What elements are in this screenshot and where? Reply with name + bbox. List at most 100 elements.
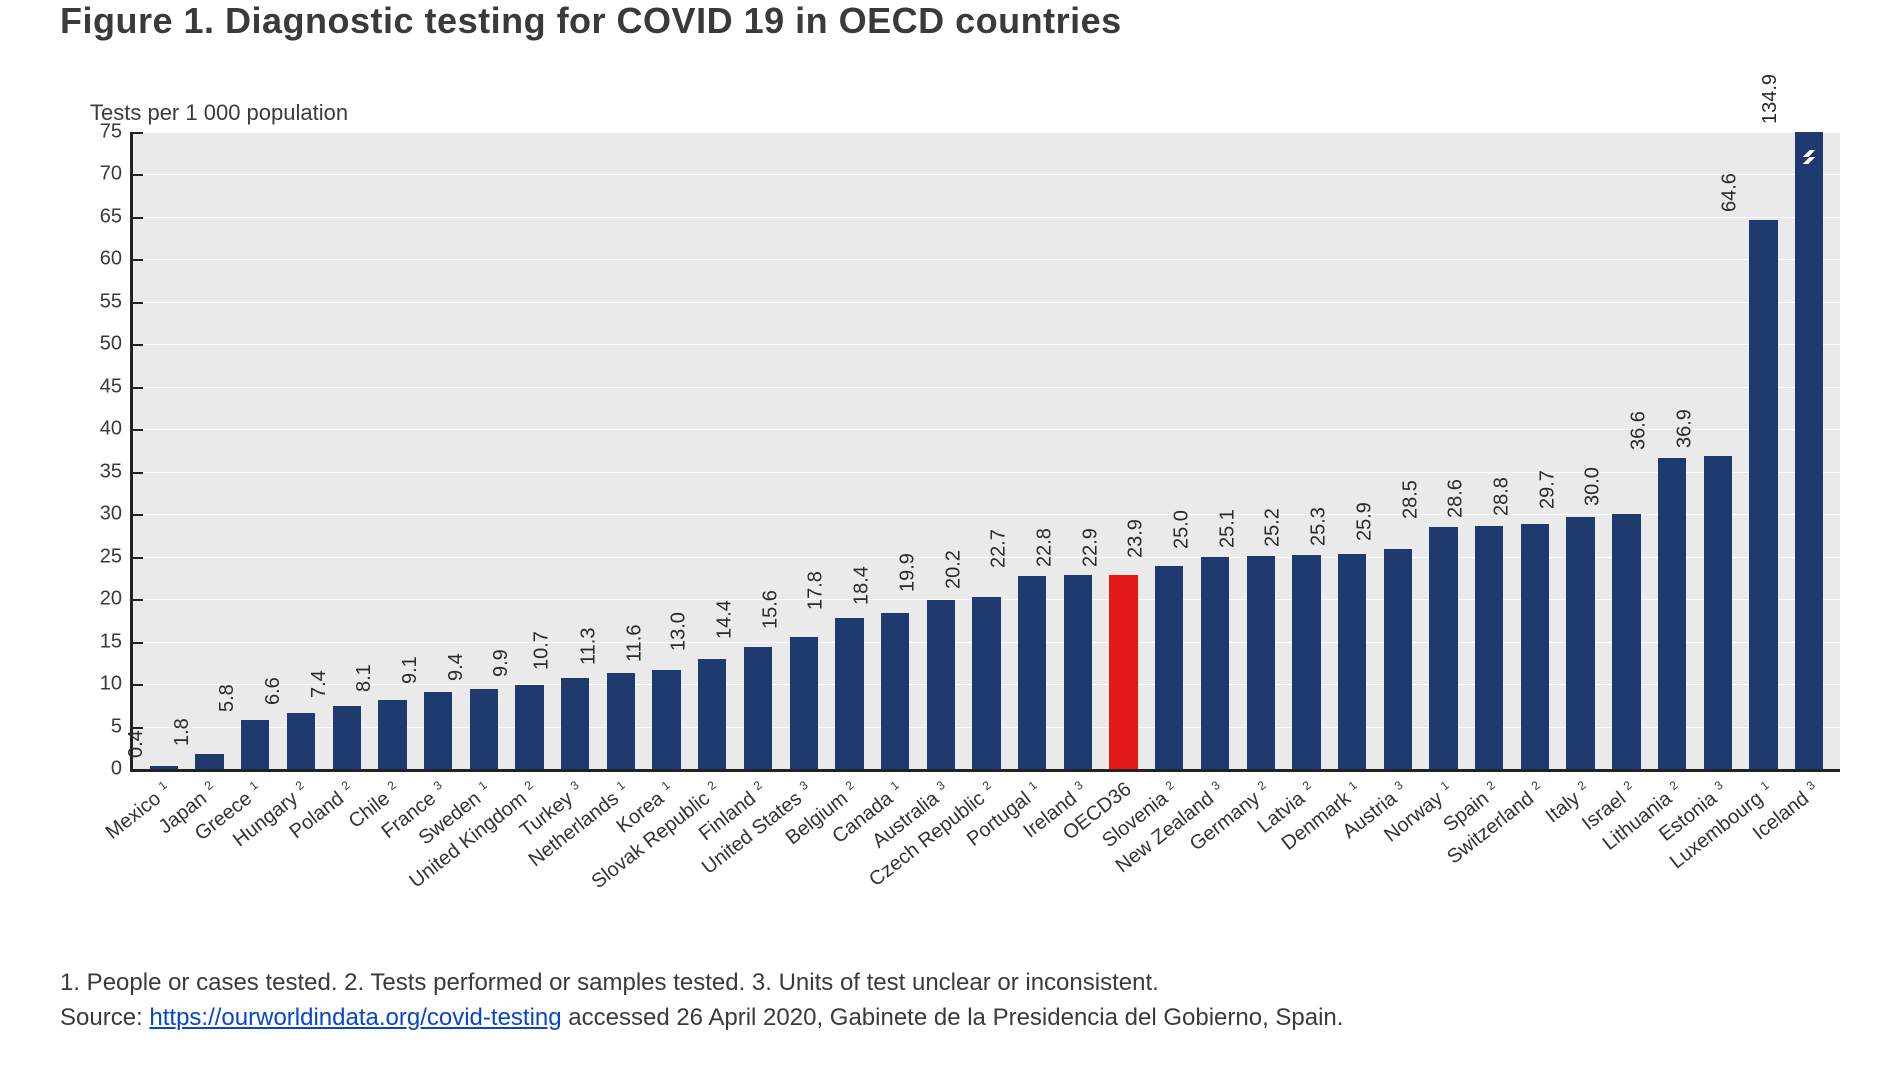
bar-slot: 28.6 bbox=[1466, 132, 1512, 769]
y-tick-mark bbox=[133, 217, 143, 219]
bar-slot: 28.5 bbox=[1421, 132, 1467, 769]
bar: 13.0 bbox=[698, 659, 726, 769]
bar: 9.1 bbox=[424, 692, 452, 769]
bar: 36.9 bbox=[1704, 456, 1732, 769]
y-tick-mark bbox=[133, 259, 143, 261]
y-tick-mark bbox=[133, 642, 143, 644]
bar: 25.2 bbox=[1292, 555, 1320, 769]
footnote-defs: 1. People or cases tested. 2. Tests perf… bbox=[60, 966, 1840, 1001]
source-link[interactable]: https://ourworldindata.org/covid-testing bbox=[149, 1004, 561, 1031]
bar-value-label: 23.9 bbox=[1125, 519, 1148, 562]
bar-value-label: 28.8 bbox=[1490, 477, 1513, 520]
y-tick-label: 50 bbox=[100, 333, 122, 356]
bar: 17.8 bbox=[835, 618, 863, 769]
bar-slot: 29.7 bbox=[1558, 132, 1604, 769]
bar-slot: 22.8 bbox=[1055, 132, 1101, 769]
bar: 7.4 bbox=[333, 706, 361, 769]
bar: 8.1 bbox=[378, 700, 406, 769]
bar-value-label: 11.6 bbox=[623, 625, 646, 666]
bar: 28.6 bbox=[1475, 526, 1503, 769]
y-tick-mark bbox=[133, 132, 143, 134]
figure-title: Figure 1. Diagnostic testing for COVID 1… bbox=[60, 0, 1122, 42]
bar: 11.6 bbox=[652, 670, 680, 769]
bar-slot: 25.2 bbox=[1284, 132, 1330, 769]
y-tick-mark bbox=[133, 344, 143, 346]
bar-value-label: 13.0 bbox=[668, 612, 691, 655]
bar: 22.9 bbox=[1109, 575, 1137, 769]
bar-value-label: 22.9 bbox=[1079, 528, 1102, 571]
y-tick-mark bbox=[133, 684, 143, 686]
bar: 22.8 bbox=[1064, 575, 1092, 769]
bar-value-label: 7.4 bbox=[308, 670, 331, 702]
y-tick-mark bbox=[133, 429, 143, 431]
y-tick-mark bbox=[133, 174, 143, 176]
bar-slot: 25.3 bbox=[1329, 132, 1375, 769]
bar: 64.6 bbox=[1749, 220, 1777, 769]
y-tick-label: 75 bbox=[100, 121, 122, 144]
bar: 5.8 bbox=[241, 720, 269, 769]
y-tick-mark bbox=[133, 302, 143, 304]
bar-value-label: 20.2 bbox=[942, 551, 965, 594]
bar-value-label: 19.9 bbox=[896, 553, 919, 596]
plot-area: 051015202530354045505560657075 0.41.85.8… bbox=[130, 132, 1840, 772]
bar-slot: 25.0 bbox=[1192, 132, 1238, 769]
y-tick-label: 45 bbox=[100, 375, 122, 398]
bar-value-label: 9.9 bbox=[491, 649, 514, 681]
y-tick-label: 0 bbox=[111, 758, 122, 781]
bar: 25.1 bbox=[1247, 556, 1275, 769]
y-tick-label: 5 bbox=[111, 715, 122, 738]
bar-value-label: 6.6 bbox=[262, 677, 285, 709]
y-axis-title: Tests per 1 000 population bbox=[90, 100, 1840, 126]
bar: 28.8 bbox=[1521, 524, 1549, 769]
bar-value-label: 25.1 bbox=[1216, 509, 1239, 552]
bar-slot: 10.7 bbox=[552, 132, 598, 769]
y-tick-label: 40 bbox=[100, 418, 122, 441]
y-tick-label: 65 bbox=[100, 205, 122, 228]
bar-value-label: 0.4 bbox=[125, 730, 148, 762]
bar: 25.9 bbox=[1384, 549, 1412, 769]
bar: 10.7 bbox=[561, 678, 589, 769]
bar-slot: 11.3 bbox=[598, 132, 644, 769]
bar-value-label: 25.2 bbox=[1262, 508, 1285, 551]
y-tick-label: 60 bbox=[100, 248, 122, 271]
bar-value-label: 9.1 bbox=[399, 656, 422, 688]
bar-slot: 14.4 bbox=[735, 132, 781, 769]
bar-value-label: 25.9 bbox=[1353, 502, 1376, 545]
bar-value-label: 134.9 bbox=[1759, 74, 1782, 128]
bar-slot: 28.8 bbox=[1512, 132, 1558, 769]
bars-container: 0.41.85.86.67.48.19.19.49.910.711.311.61… bbox=[133, 132, 1840, 769]
y-tick-mark bbox=[133, 727, 143, 729]
bar-value-label: 22.7 bbox=[988, 529, 1011, 572]
bar-value-label: 30.0 bbox=[1582, 467, 1605, 510]
bar-slot: 15.6 bbox=[781, 132, 827, 769]
bar: 9.4 bbox=[470, 689, 498, 769]
y-tick-mark bbox=[133, 472, 143, 474]
bar-slot: 1.8 bbox=[187, 132, 233, 769]
y-tick-mark bbox=[133, 557, 143, 559]
bar: 23.9 bbox=[1155, 566, 1183, 769]
bar: 9.9 bbox=[515, 685, 543, 769]
bar: 6.6 bbox=[287, 713, 315, 769]
source-suffix: accessed 26 April 2020, Gabinete de la P… bbox=[562, 1004, 1344, 1031]
bar-slot: 64.6 bbox=[1741, 132, 1787, 769]
bar-slot: 22.9 bbox=[1101, 132, 1147, 769]
bar-value-label: 18.4 bbox=[851, 566, 874, 609]
bar-slot: 0.4 bbox=[141, 132, 187, 769]
bar-value-label: 36.6 bbox=[1628, 411, 1651, 454]
bar-slot: 23.9 bbox=[1146, 132, 1192, 769]
y-tick-label: 30 bbox=[100, 503, 122, 526]
bar: 0.4 bbox=[150, 766, 178, 769]
bar: 22.7 bbox=[1018, 576, 1046, 769]
bar-value-label: 10.7 bbox=[531, 631, 554, 674]
bar: 20.2 bbox=[972, 597, 1000, 769]
bar: 25.3 bbox=[1338, 554, 1366, 769]
y-tick-label: 10 bbox=[100, 673, 122, 696]
bar-slot: 13.0 bbox=[689, 132, 735, 769]
bar-value-label: 22.8 bbox=[1033, 528, 1056, 571]
bar-slot: 134.9 bbox=[1786, 132, 1832, 769]
bar-slot: 22.7 bbox=[1009, 132, 1055, 769]
bar: 14.4 bbox=[744, 647, 772, 769]
bar-slot: 25.1 bbox=[1238, 132, 1284, 769]
bar-slot: 19.9 bbox=[918, 132, 964, 769]
y-ticks: 051015202530354045505560657075 bbox=[78, 132, 128, 769]
